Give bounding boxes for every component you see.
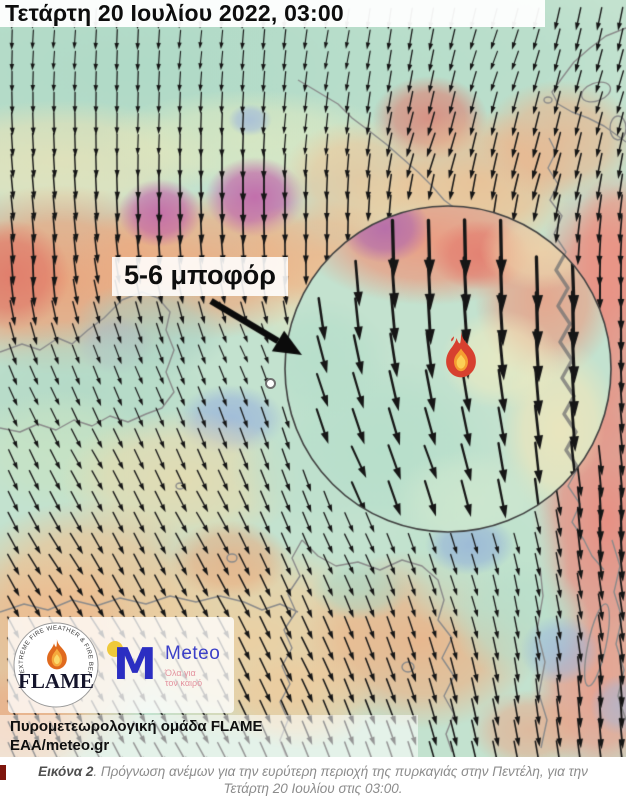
meteo-logo: M Meteo Όλα για τον καιρό xyxy=(107,639,220,691)
fire-icon xyxy=(440,327,482,384)
credit-site: ΕΑΑ/meteo.gr xyxy=(10,737,110,754)
caption-body: . Πρόγνωση ανέμων για την ευρύτερη περιο… xyxy=(93,764,588,796)
figure-caption: Εικόνα 2. Πρόγνωση ανέμων για την ευρύτε… xyxy=(0,757,626,802)
caption-figure-label: Εικόνα 2 xyxy=(38,764,94,779)
credit-band: Πυρομετεωρολογική ομάδα FLAME ΕΑΑ/meteo.… xyxy=(0,715,418,757)
wind-forecast-map: Τετάρτη 20 Ιουλίου 2022, 03:00 5-6 μποφό… xyxy=(0,0,626,757)
flame-logo-name: FLAME xyxy=(18,669,94,693)
branding-box: EXTREME FIRE WEATHER & FIRE BEHAVIOUR FL… xyxy=(8,617,234,713)
map-title: Τετάρτη 20 Ιουλίου 2022, 03:00 xyxy=(0,0,545,27)
meteo-yellow-dot xyxy=(107,641,123,657)
caption-accent-bar xyxy=(0,765,6,780)
meteo-m-icon: M xyxy=(107,639,159,691)
meteo-tagline: Όλα για τον καιρό xyxy=(165,667,203,688)
beaufort-annotation-label: 5-6 μποφόρ xyxy=(112,257,288,296)
flame-logo: EXTREME FIRE WEATHER & FIRE BEHAVIOUR FL… xyxy=(10,617,99,708)
fire-location-dot xyxy=(265,378,276,389)
credit-team: Πυρομετεωρολογική ομάδα FLAME xyxy=(10,718,263,735)
meteo-name: Meteo xyxy=(165,642,221,664)
